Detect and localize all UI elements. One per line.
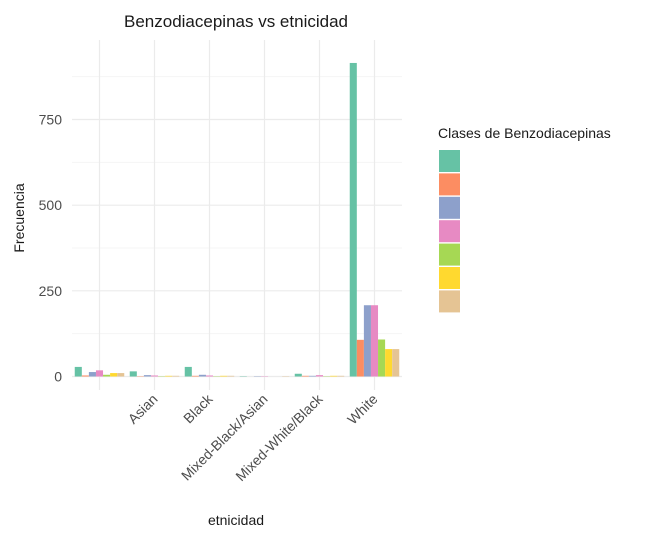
legend-key <box>439 290 460 313</box>
bar <box>129 371 137 377</box>
y-tick-label: 500 <box>39 197 63 213</box>
bar <box>143 375 151 377</box>
x-axis-ticks: Asian BlackMixed-Black/AsianMixed-White/B… <box>125 390 381 484</box>
bar <box>198 374 206 377</box>
legend <box>439 150 460 313</box>
bar <box>308 375 316 377</box>
bar <box>191 375 199 377</box>
legend-key <box>439 173 460 196</box>
y-tick-label: 0 <box>54 369 62 385</box>
bar <box>301 375 309 377</box>
bar <box>363 305 371 377</box>
bar <box>378 339 386 377</box>
bar <box>103 374 111 377</box>
y-tick-label: 750 <box>39 112 63 128</box>
legend-key <box>439 196 460 219</box>
bar <box>110 373 118 377</box>
bar <box>392 349 400 377</box>
chart-title: Benzodiacepinas vs etnicidad <box>124 12 348 31</box>
x-tick-label: Black <box>180 390 216 426</box>
bar <box>385 349 393 377</box>
legend-key <box>439 220 460 243</box>
legend-key <box>439 267 460 289</box>
bar <box>337 375 345 377</box>
bar <box>220 375 228 377</box>
bar <box>370 305 379 377</box>
y-tick-label: 250 <box>39 283 63 299</box>
legend-title: Clases de Benzodiacepinas <box>438 125 611 141</box>
bar <box>88 372 96 377</box>
x-axis-title: etnicidad <box>208 512 264 528</box>
x-tick-label: Asian <box>125 391 161 427</box>
bar <box>172 375 180 377</box>
bar <box>81 375 89 377</box>
y-axis-ticks: 0 250 500 750 <box>39 112 63 385</box>
bars <box>74 62 400 377</box>
bar <box>315 375 324 377</box>
legend-key <box>439 150 460 172</box>
bar <box>205 375 214 377</box>
x-tick-label: White <box>344 391 381 428</box>
bar <box>74 366 82 377</box>
bar <box>349 62 357 377</box>
bar <box>117 373 125 377</box>
bar <box>95 370 104 377</box>
bar <box>227 375 235 377</box>
bar <box>294 373 302 377</box>
bar <box>356 339 364 377</box>
legend-key <box>439 243 460 266</box>
bar <box>150 375 159 377</box>
bar <box>165 375 173 377</box>
bar <box>330 375 338 377</box>
bar <box>184 366 192 377</box>
y-axis-title: Frecuencia <box>11 183 27 252</box>
